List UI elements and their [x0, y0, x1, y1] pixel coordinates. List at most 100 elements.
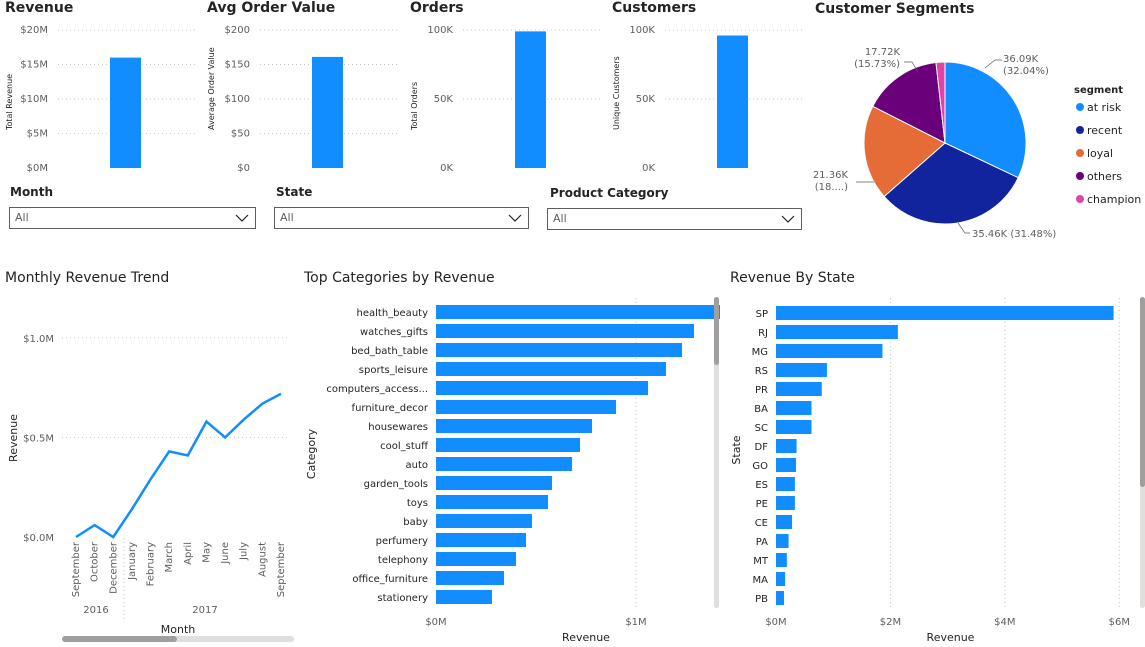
state-label: GO [752, 461, 768, 472]
month-dropdown-value: All [15, 211, 29, 224]
category-bar [436, 324, 694, 338]
state-label: CE [755, 518, 768, 529]
category-label: perfumery [376, 536, 428, 547]
state-label: MG [752, 347, 768, 358]
aov-kpi-bar [312, 56, 343, 168]
trend-x-tick: February [146, 542, 157, 586]
category-label: stationery [377, 593, 428, 604]
pie-label-others-pct: (15.73%) [854, 59, 900, 70]
aov-kpi-chart: $200 $150 $100 $50 $0 [225, 25, 400, 174]
pie-leader-line [957, 222, 970, 234]
state-dropdown[interactable]: All [274, 207, 529, 229]
legend-marker [1076, 126, 1084, 134]
category-label: cool_stuff [380, 441, 429, 452]
state-bar [776, 401, 812, 415]
state-bar [776, 458, 797, 472]
trend-x-tick: August [257, 542, 268, 577]
legend-item-champion: champion [1087, 193, 1141, 206]
customers-kpi-tick: 0K [642, 163, 655, 174]
trend-y-tick: $0.0M [23, 533, 54, 544]
pie-leader-line [904, 61, 919, 73]
category-label: telephony [378, 555, 428, 566]
states-scrollbar[interactable] [1140, 297, 1145, 608]
state-bar [776, 515, 793, 529]
customers-kpi-bar [717, 35, 748, 168]
category-bar [436, 400, 616, 414]
revenue-kpi-chart: $20M $15M $10M $5M $0M [20, 25, 198, 174]
pie-label-others: 17.72K [865, 47, 901, 58]
trend-y-tick: $0.5M [23, 434, 54, 445]
pie-label-at-risk: 36.09K [1003, 54, 1039, 65]
orders-kpi-bar [515, 31, 546, 168]
category-bar [436, 571, 504, 585]
state-label: PE [756, 499, 768, 510]
category-label: furniture_decor [352, 403, 429, 414]
customers-kpi-chart: 100K 50K 0K [629, 25, 805, 174]
aov-kpi-tick: $100 [225, 94, 250, 105]
category-bar [436, 343, 682, 357]
orders-kpi-tick: 0K [440, 163, 453, 174]
trend-year-label: 2017 [192, 605, 217, 616]
category-bar [436, 419, 592, 433]
chevron-down-icon [781, 215, 795, 223]
trend-x-axis-title: Month [161, 623, 196, 636]
category-label: housewares [368, 422, 428, 433]
trend-y-axis-title: Revenue [7, 414, 20, 462]
state-bar [776, 553, 787, 567]
category-bar [436, 362, 666, 376]
aov-kpi-tick: $150 [225, 60, 250, 71]
state-bar [776, 496, 795, 510]
category-bar [436, 514, 532, 528]
trend-x-tick: March [164, 542, 175, 572]
categories-bar-chart: $0M $1M health_beauty watches_gifts bed_bath… [305, 298, 720, 644]
state-label: MA [753, 575, 769, 586]
state-label: BA [754, 404, 768, 415]
trend-x-tick: September [71, 541, 82, 597]
customers-kpi-title: Customers [612, 0, 697, 16]
trend-x-tick: July [239, 542, 250, 561]
trend-x-tick: June [220, 542, 231, 565]
categories-scrollbar[interactable] [714, 297, 719, 608]
trend-line [75, 392, 282, 539]
trend-year-label: 2016 [83, 605, 108, 616]
chevron-down-icon [508, 214, 522, 222]
legend-item-others: others [1087, 170, 1122, 183]
category-label: garden_tools [364, 479, 428, 490]
state-bar [776, 344, 883, 358]
category-label: watches_gifts [360, 327, 428, 338]
category-label: bed_bath_table [351, 346, 428, 357]
trend-x-tick: October [90, 541, 101, 582]
state-dropdown-value: All [280, 211, 294, 224]
state-bar [776, 325, 898, 339]
state-x-tick: $0M [765, 617, 786, 628]
state-label: PA [756, 537, 768, 548]
category-bar [436, 533, 526, 547]
states-scrollbar-thumb[interactable] [1140, 297, 1145, 487]
state-y-axis-title: State [730, 435, 743, 464]
revenue-kpi-tick: $10M [20, 94, 48, 105]
state-bar [776, 572, 786, 586]
pie-label-loyal-pct: (18....) [815, 182, 848, 193]
category-dropdown[interactable]: All [547, 208, 802, 230]
trend-scrollbar[interactable] [62, 636, 294, 642]
pie-slice-others [872, 61, 946, 144]
category-label: baby [403, 517, 428, 528]
legend-item-recent: recent [1087, 124, 1123, 137]
categories-scrollbar-thumb[interactable] [714, 297, 719, 365]
category-bar [436, 305, 720, 319]
state-bar [776, 382, 822, 396]
legend-item-at-risk: at risk [1087, 101, 1122, 114]
legend-marker [1076, 172, 1084, 180]
states-title: Revenue By State [730, 270, 855, 286]
state-x-tick: $4M [994, 617, 1015, 628]
categories-title: Top Categories by Revenue [304, 270, 495, 286]
category-label: auto [405, 460, 428, 471]
customers-kpi-tick: 50K [636, 94, 656, 105]
state-bar [776, 439, 797, 453]
state-bar [776, 420, 812, 434]
trend-scrollbar-thumb[interactable] [62, 636, 177, 642]
category-bar [436, 381, 648, 395]
category-slicer-label: Product Category [550, 186, 669, 200]
month-dropdown[interactable]: All [9, 207, 256, 229]
category-x-axis-title: Revenue [562, 631, 610, 644]
